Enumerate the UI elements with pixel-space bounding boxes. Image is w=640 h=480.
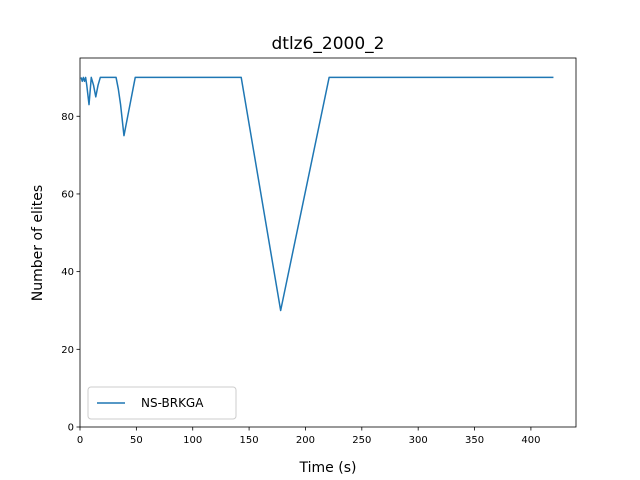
x-axis-label: Time (s)	[299, 460, 357, 476]
x-tick-label: 400	[521, 435, 540, 446]
legend-box	[87, 386, 237, 420]
x-tick-label: 100	[183, 435, 202, 446]
plot-area	[80, 76, 554, 312]
plot-frame	[79, 57, 577, 428]
x-axis-ticks: 0 50 100 150 200 250 300 350 400	[77, 427, 540, 446]
x-tick-label: 300	[409, 435, 428, 446]
series-line-ns-brkga	[80, 76, 554, 312]
y-tick-label: 0	[68, 423, 74, 434]
y-axis-label: Number of elites	[30, 185, 46, 301]
legend-label-ns-brkga: NS-BRKGA	[141, 396, 204, 410]
x-tick-label: 200	[296, 435, 315, 446]
chart-title: dtlz6_2000_2	[272, 34, 385, 54]
y-axis-ticks: 0 20 40 60 80	[61, 112, 80, 434]
x-tick-label: 0	[77, 435, 83, 446]
y-tick-label: 60	[61, 189, 74, 200]
x-tick-label: 250	[352, 435, 371, 446]
y-tick-label: 80	[61, 112, 74, 123]
x-tick-label: 350	[465, 435, 484, 446]
legend: NS-BRKGA	[87, 386, 237, 420]
x-tick-label: 50	[130, 435, 143, 446]
x-tick-label: 150	[240, 435, 259, 446]
y-tick-label: 40	[61, 267, 74, 278]
y-tick-label: 20	[61, 345, 74, 356]
